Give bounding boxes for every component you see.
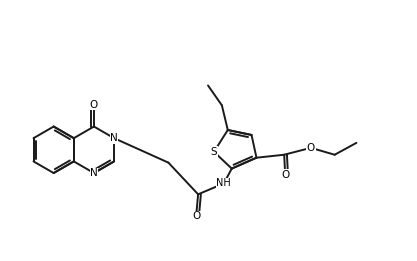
Text: S: S <box>211 147 217 157</box>
Text: O: O <box>192 211 200 221</box>
Text: O: O <box>90 100 98 110</box>
Text: N: N <box>110 133 118 143</box>
Text: NH: NH <box>216 179 231 188</box>
Text: O: O <box>307 143 315 153</box>
Text: O: O <box>281 170 289 180</box>
Text: N: N <box>90 168 98 178</box>
